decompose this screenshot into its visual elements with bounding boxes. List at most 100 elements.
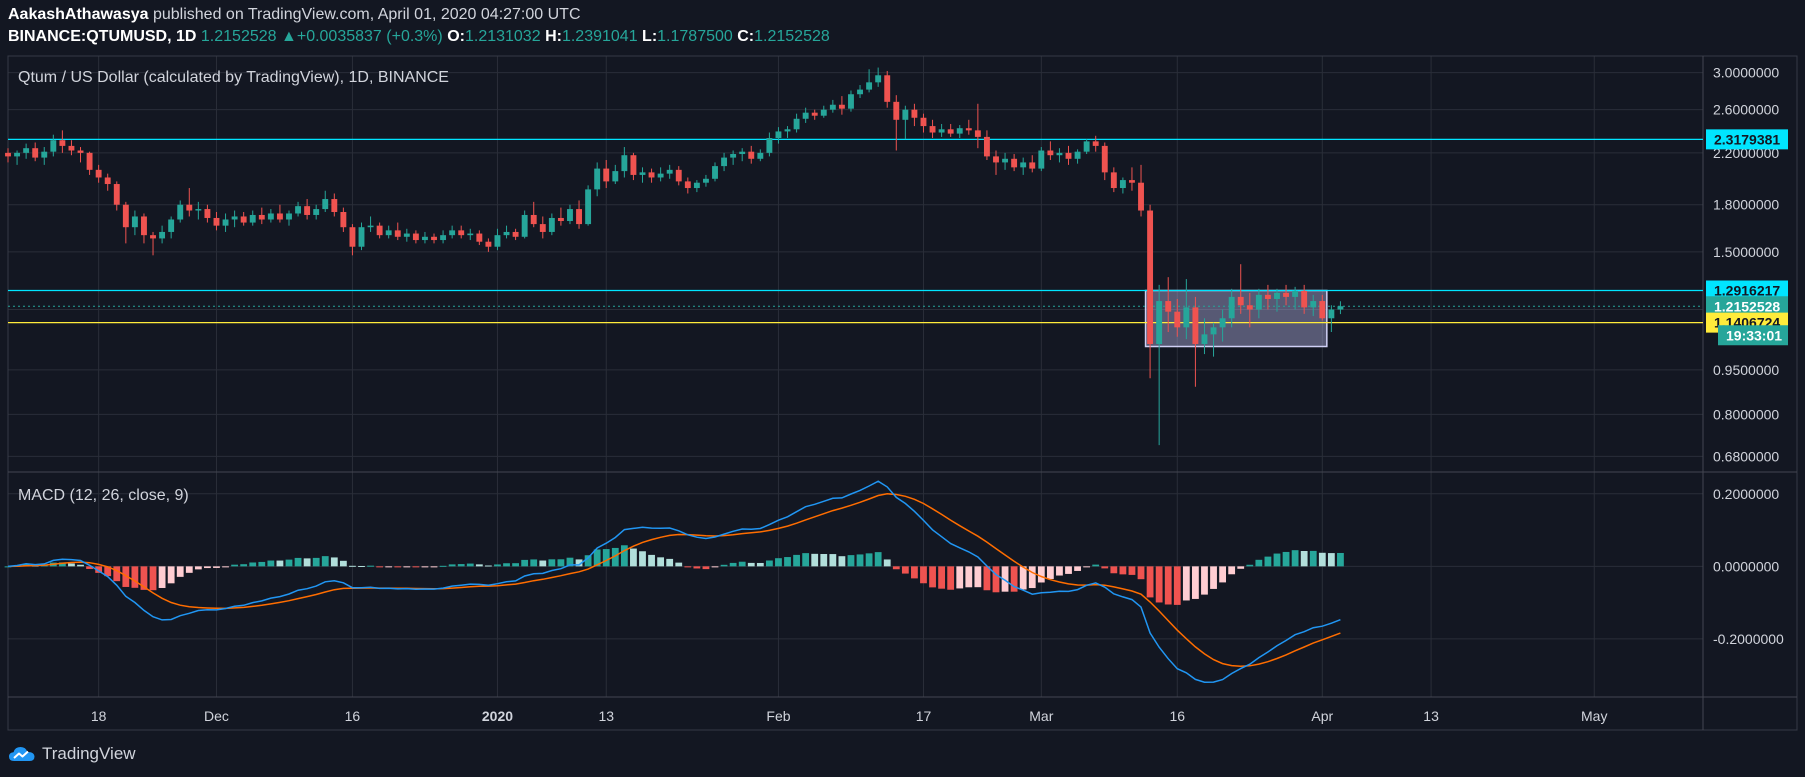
candle-body (766, 138, 773, 153)
candle-body (666, 169, 673, 174)
candle (485, 238, 492, 252)
macd-histogram-bar (675, 562, 683, 567)
candle-body (458, 230, 465, 236)
time-tick-label: 2020 (482, 708, 513, 724)
macd-histogram-bar (829, 554, 837, 567)
candle-body (884, 75, 891, 102)
change-up-icon: ▲ (281, 28, 297, 45)
trading-chart[interactable]: Qtum / US Dollar (calculated by TradingV… (0, 0, 1805, 740)
macd-histogram-bar (412, 566, 420, 568)
candle (1255, 288, 1262, 319)
macd-histogram-bar (1101, 566, 1109, 569)
candle-body (1201, 334, 1208, 345)
candle (748, 145, 755, 164)
candle (1119, 177, 1126, 194)
candle-body (1074, 151, 1081, 159)
macd-histogram-bar (149, 566, 157, 591)
macd-histogram-bar (1092, 564, 1100, 567)
candle (657, 167, 664, 182)
candle-body (539, 224, 546, 232)
candle (1219, 309, 1226, 342)
candle (585, 185, 592, 226)
macd-histogram-bar (1119, 566, 1127, 575)
candle-body (521, 214, 528, 237)
candle-body (231, 216, 238, 220)
candle-body (594, 168, 601, 190)
candle (639, 167, 646, 183)
macd-histogram-bar (1010, 566, 1018, 592)
candle-body (1255, 294, 1262, 310)
candle (893, 95, 900, 151)
candle-body (412, 233, 419, 241)
candle-body (1110, 172, 1117, 189)
candle-body (512, 231, 519, 237)
price-badge-text: 1.2916217 (1714, 283, 1780, 299)
candle (684, 177, 691, 194)
candle-body (1264, 294, 1271, 299)
high-label: H: (545, 28, 562, 45)
macd-histogram-bar (1273, 553, 1281, 567)
tradingview-brand[interactable]: TradingView (42, 744, 136, 763)
macd-histogram-bar (557, 559, 565, 567)
candle-body (721, 157, 728, 167)
candle (548, 213, 555, 236)
author-name[interactable]: AakashAthawasya (8, 6, 149, 23)
candle-body (1165, 301, 1172, 312)
price-badge-cyan: 2.3179381 (1706, 129, 1788, 150)
macd-histogram-bar (639, 551, 646, 567)
candle (50, 134, 57, 157)
macd-histogram-bar (911, 566, 918, 579)
candle (730, 150, 737, 165)
candle (757, 149, 764, 162)
candle (838, 96, 845, 115)
macd-histogram-bar (394, 566, 402, 568)
candle-body (1020, 162, 1027, 168)
price-badge-cyan: 1.2916217 (1706, 280, 1788, 301)
candle (412, 230, 419, 244)
candle (168, 216, 175, 239)
candle (1337, 301, 1344, 315)
time-tick-label: Feb (766, 708, 790, 724)
macd-histogram-bar (738, 561, 746, 567)
macd-histogram-bar (720, 564, 728, 567)
candle (1210, 322, 1217, 357)
macd-histogram-bar (1337, 552, 1344, 567)
candle (1056, 148, 1063, 163)
price-tick-label: 0.8000000 (1713, 406, 1779, 422)
candle (612, 164, 619, 185)
macd-histogram-bar (521, 559, 529, 567)
candle (476, 230, 483, 246)
candle (530, 201, 537, 228)
macd-tick-label: 0.0000000 (1713, 558, 1779, 574)
macd-histogram-bar (1192, 566, 1199, 599)
candle-body (1147, 210, 1154, 345)
candle-body (50, 140, 57, 152)
macd-histogram-bar (1228, 566, 1236, 575)
candle (267, 209, 274, 223)
candle (150, 231, 156, 256)
candle-body (476, 233, 483, 242)
open-value: 1.2131032 (464, 28, 541, 45)
candle-body (1101, 145, 1108, 173)
candle-body (41, 151, 48, 158)
macd-histogram-bar (711, 566, 719, 568)
macd-histogram-bar (775, 558, 782, 567)
macd-histogram-bar (176, 566, 184, 577)
candle-body (675, 169, 682, 182)
macd-histogram-bar (485, 565, 492, 567)
candle (240, 211, 247, 226)
candle (295, 201, 301, 217)
last-price: 1.2152528 (200, 28, 277, 45)
candle (1301, 284, 1308, 314)
candle (1156, 284, 1163, 446)
candle-body (68, 145, 75, 151)
candle (947, 123, 954, 137)
candle (1310, 294, 1317, 317)
candle-body (1183, 307, 1190, 328)
candle (648, 168, 655, 183)
candle (1246, 292, 1253, 328)
candle-body (557, 217, 564, 222)
candle (14, 150, 21, 165)
macd-histogram-bar (276, 560, 284, 567)
candle-body (59, 140, 66, 146)
